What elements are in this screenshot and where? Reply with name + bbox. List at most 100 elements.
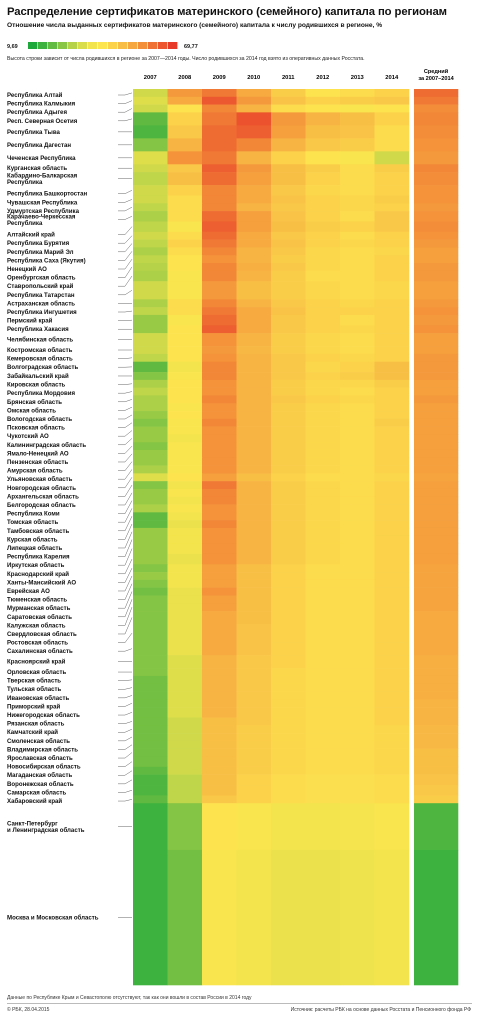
leader-line <box>118 539 133 557</box>
heatmap-cell <box>414 281 459 300</box>
heatmap-cell <box>340 457 375 466</box>
heatmap-cell <box>305 473 341 482</box>
leader-line <box>118 266 133 278</box>
heatmap-cell <box>167 849 203 986</box>
heatmap-cell <box>271 387 306 396</box>
heatmap-cell <box>236 203 272 212</box>
leader-line <box>118 721 133 724</box>
heatmap-cell <box>133 603 168 612</box>
heatmap-cell <box>374 449 410 459</box>
heatmap-cell <box>305 774 341 786</box>
heatmap-cell <box>340 361 375 373</box>
leader-line <box>118 558 133 575</box>
heatmap-cell <box>271 527 306 537</box>
heatmap-cell <box>374 138 410 152</box>
region-label: Чувашская Республика <box>7 199 78 206</box>
heatmap-cell <box>374 520 410 529</box>
heatmap-cell <box>236 211 272 222</box>
heatmap-cell <box>167 325 203 334</box>
heatmap-cell <box>236 426 272 435</box>
heatmap-cell <box>374 434 410 443</box>
heatmap-cell <box>133 675 168 685</box>
region-label: Свердловская область <box>7 631 77 638</box>
heatmap-cell <box>340 849 375 986</box>
heatmap-cell <box>133 151 168 165</box>
heatmap-cell <box>414 164 459 173</box>
region-label: Ульяновская область <box>7 476 73 483</box>
heatmap-cell <box>305 164 341 173</box>
scale-swatch <box>68 42 78 49</box>
heatmap-cell <box>133 717 168 726</box>
region-label: Тульская область <box>7 686 61 693</box>
leader-line <box>118 226 133 235</box>
heatmap-cell <box>167 307 203 316</box>
leader-line <box>118 568 133 583</box>
heatmap-cell <box>414 411 459 420</box>
heatmap-cell <box>167 655 203 669</box>
heatmap-cell <box>414 395 459 404</box>
heatmap-cell <box>305 707 341 718</box>
heatmap-cell <box>414 655 459 669</box>
leader-line <box>118 258 133 270</box>
heatmap-cell <box>340 572 375 581</box>
heatmap-cell <box>236 457 272 466</box>
heatmap-cell <box>340 579 375 588</box>
heatmap-cell <box>414 239 459 248</box>
heatmap-cell <box>133 299 168 308</box>
region-label: Орловская область <box>7 669 66 676</box>
heatmap-cell <box>167 579 203 588</box>
column-header-year: 2012 <box>316 75 329 81</box>
region-label: Оренбургская область <box>7 275 76 282</box>
heatmap-cell <box>305 112 341 126</box>
region-label: Тюменская область <box>7 597 67 604</box>
heatmap-cell <box>340 299 375 308</box>
heatmap-cell <box>236 740 272 749</box>
heatmap-cell <box>414 504 459 513</box>
heatmap-cell <box>202 481 237 490</box>
heatmap-cell <box>133 164 168 173</box>
heatmap-cell <box>374 603 410 612</box>
heatmap-cell <box>133 587 168 596</box>
heatmap-cell <box>202 96 237 105</box>
scale-swatch <box>168 42 178 49</box>
heatmap-cell <box>202 543 237 555</box>
heatmap-cell <box>133 125 168 139</box>
leader-line <box>118 290 133 296</box>
column-header-year: 2007 <box>144 75 157 81</box>
heatmap-cell <box>414 112 459 126</box>
heatmap-cell <box>374 733 410 742</box>
heatmap-cell <box>236 185 272 196</box>
leader-line <box>118 422 133 428</box>
heatmap-cell <box>414 795 459 804</box>
heatmap-cell <box>202 112 237 126</box>
heatmap-cell <box>271 496 306 505</box>
heatmap-cell <box>202 247 237 256</box>
heatmap-cell <box>202 740 237 749</box>
heatmap-cell <box>236 307 272 316</box>
region-label: Республика <box>7 220 43 227</box>
heatmap-cell <box>271 372 306 381</box>
heatmap-cell <box>305 717 341 726</box>
heatmap-cell <box>374 442 410 451</box>
region-label: Республика Алтай <box>7 92 63 99</box>
heatmap-cell <box>305 785 341 796</box>
heatmap-cell <box>305 353 341 362</box>
heatmap-cell <box>167 372 203 381</box>
heatmap-cell <box>236 333 272 347</box>
heatmap-cell <box>305 504 341 513</box>
heatmap-cell <box>374 395 410 404</box>
heatmap-cell <box>271 481 306 490</box>
heatmap-cell <box>236 572 272 581</box>
heatmap-cell <box>414 774 459 786</box>
heatmap-cell <box>236 89 272 98</box>
heatmap-cell <box>167 104 203 113</box>
column-header-year: 2008 <box>178 75 192 81</box>
heatmap-cell <box>167 748 203 757</box>
heatmap-cell <box>340 553 375 565</box>
heatmap-cell <box>374 89 410 98</box>
heatmap-cell <box>414 314 459 326</box>
heatmap-cell <box>271 725 306 734</box>
leader-line <box>118 516 133 532</box>
heatmap-cell <box>414 379 459 388</box>
heatmap-cell <box>340 434 375 443</box>
